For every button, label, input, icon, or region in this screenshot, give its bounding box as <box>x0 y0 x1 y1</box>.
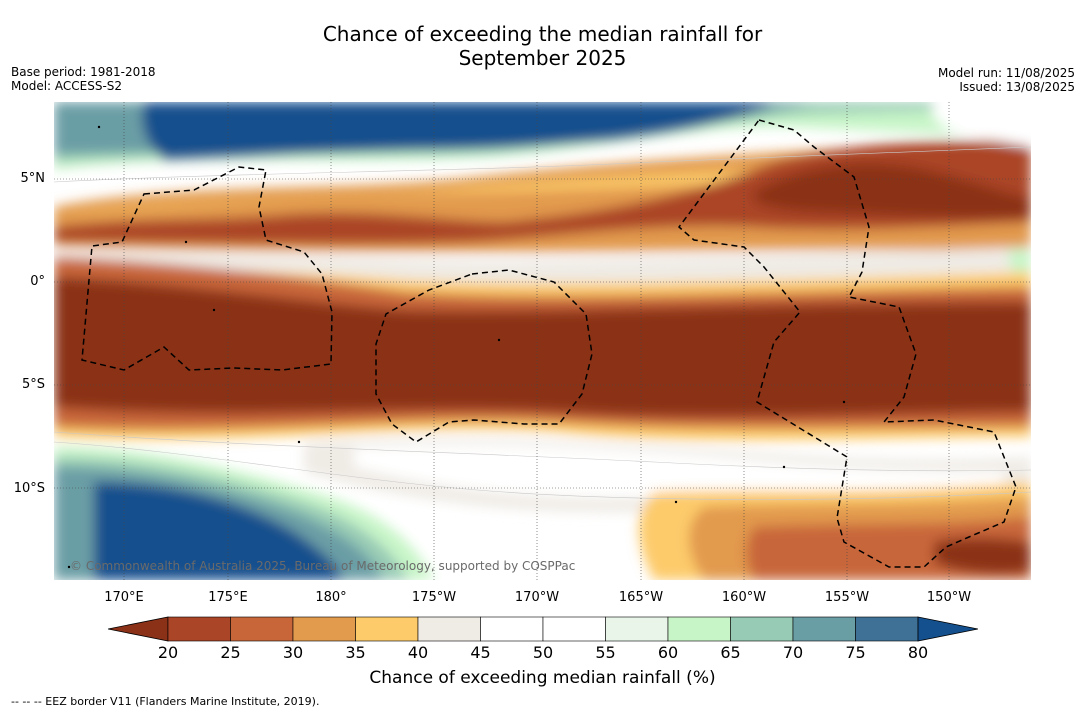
lat-label-5s: 5°S <box>21 377 45 392</box>
island-dot <box>674 500 678 504</box>
island-dot <box>67 565 71 569</box>
title-line-1: Chance of exceeding the median rainfall … <box>322 22 763 46</box>
colorbar-bin <box>542 616 606 642</box>
colorbar-bin <box>355 616 419 642</box>
colorbar-tick-label: 20 <box>157 643 179 662</box>
south-driest-band <box>54 277 1031 417</box>
north-wettest-area <box>142 102 774 160</box>
colorbar-tick-label: 25 <box>220 643 241 662</box>
colorbar-bins <box>167 616 919 642</box>
north-driest-patch <box>752 163 1031 218</box>
lon-label-155w: 155°W <box>824 590 870 605</box>
north-east-white-area <box>932 102 1031 147</box>
colorbar-tick-label: 55 <box>595 643 616 662</box>
colorbar-bin <box>230 616 294 642</box>
colorbar <box>108 616 978 642</box>
colorbar-over-arrow <box>917 616 978 642</box>
colorbar-bin <box>667 616 731 642</box>
colorbar-tick-label: 75 <box>845 643 866 662</box>
colorbar-tick-label: 45 <box>470 643 491 662</box>
colorbar-tick-label: 40 <box>407 643 429 662</box>
issued-text: Issued: 13/08/2025 <box>959 80 1075 94</box>
island-dot <box>184 240 188 244</box>
eez-footnote: -- -- -- EEZ border V11 (Flanders Marine… <box>11 695 320 708</box>
colorbar-bin <box>730 616 794 642</box>
contour-line-2 <box>54 431 1031 472</box>
colorbar-bin <box>167 616 231 642</box>
colorbar-tick-label: 35 <box>345 643 366 662</box>
lon-label-150w: 150°W <box>926 590 972 605</box>
eez-border-line-islands <box>677 119 1017 568</box>
colorbar-bin <box>417 616 481 642</box>
base-period-text: Base period: 1981-2018 <box>11 65 156 79</box>
lat-label-0: 0° <box>30 274 45 289</box>
lon-label-165w: 165°W <box>618 590 664 605</box>
island-dot <box>842 400 846 404</box>
colorbar-bin <box>792 616 856 642</box>
island-dot <box>297 440 301 444</box>
colorbar-tick-label: 60 <box>657 643 679 662</box>
colorbar-title: Chance of exceeding median rainfall (%) <box>369 668 716 688</box>
eez-border-central <box>375 269 593 443</box>
colorbar-tick-label: 50 <box>532 643 554 662</box>
lon-label-170e: 170°E <box>104 590 144 605</box>
island-dot <box>782 465 786 469</box>
south-white-area <box>354 445 1004 498</box>
south-west-wettest <box>94 482 344 580</box>
lat-label-5n: 5°N <box>20 171 46 186</box>
colorbar-bin <box>855 616 919 642</box>
equator-green-patch <box>1009 248 1031 275</box>
lon-label-160w: 160°W <box>721 590 767 605</box>
colorbar-tick-label: 70 <box>782 643 804 662</box>
title-line-2: September 2025 <box>458 46 627 70</box>
model-text: Model: ACCESS-S2 <box>11 79 123 93</box>
colorbar-bin <box>292 616 356 642</box>
colorbar-bin <box>480 616 544 642</box>
model-run-text: Model run: 11/08/2025 <box>937 66 1075 80</box>
map-canvas <box>54 102 1031 580</box>
lon-label-180: 180° <box>315 590 347 605</box>
lon-label-175e: 175°E <box>208 590 248 605</box>
lat-label-10s: 10°S <box>13 481 45 496</box>
colorbar-under-arrow <box>108 616 169 642</box>
eez-border-kiribati-west <box>81 166 333 371</box>
map-title: Chance of exceeding the median rainfall … <box>0 22 1085 70</box>
colorbar-tick-label: 80 <box>907 643 929 662</box>
island-dot <box>97 125 101 129</box>
lon-label-170w: 170°W <box>514 590 560 605</box>
eez-borders <box>81 119 1017 568</box>
rainfall-field <box>54 102 1031 580</box>
south-east-driest <box>934 537 1031 574</box>
island-dot <box>497 338 501 342</box>
colorbar-tick-label: 65 <box>720 643 741 662</box>
copyright-watermark: © Commonwealth of Australia 2025, Bureau… <box>70 559 576 573</box>
rainfall-probability-map <box>54 102 1031 580</box>
islands <box>67 125 846 569</box>
colorbar-tick-label: 30 <box>282 643 304 662</box>
contour-line-3 <box>54 441 1031 500</box>
north-dry-core <box>54 141 1031 245</box>
colorbar-bin <box>605 616 669 642</box>
run-info-left: Base period: 1981-2018 Model: ACCESS-S2 <box>11 65 156 93</box>
lon-label-175w: 175°W <box>411 590 457 605</box>
run-info-right: Model run: 11/08/2025 Issued: 13/08/2025 <box>938 66 1075 94</box>
island-dot <box>212 308 216 312</box>
